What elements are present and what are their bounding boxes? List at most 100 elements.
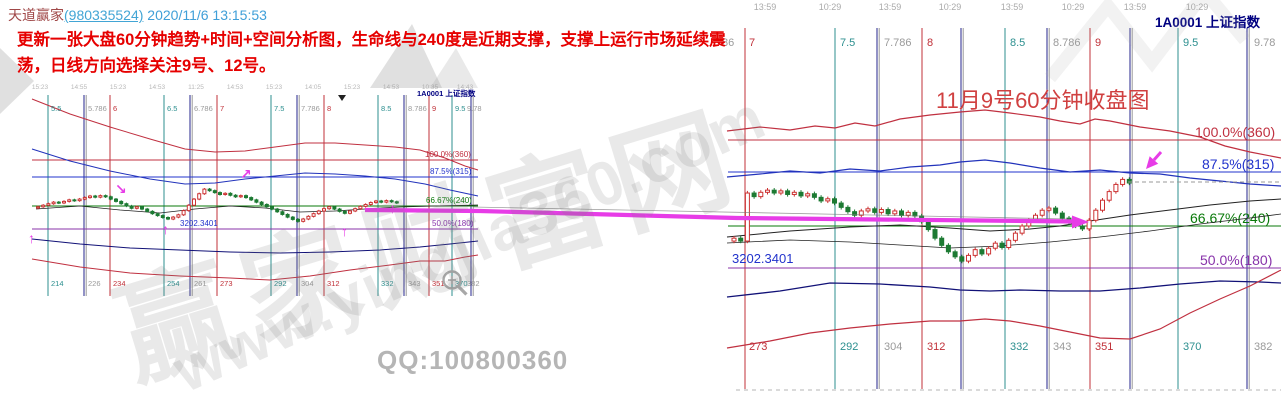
axis-tick-label: 273 (749, 341, 767, 353)
axis-tick-label: 13:59 (1001, 2, 1024, 12)
candle-body (311, 213, 316, 217)
axis-tick-label: 351 (432, 279, 445, 288)
candle-body (145, 208, 150, 212)
magnifier-icon[interactable] (442, 270, 468, 296)
axis-tick-label: 9.5 (1183, 37, 1198, 49)
candle-body (394, 201, 399, 204)
candle-body (150, 210, 155, 215)
candle-body (114, 198, 118, 202)
candle-body (1120, 178, 1126, 185)
candle-body (254, 199, 259, 203)
candle-body (280, 211, 285, 215)
axis-tick-label: 8 (327, 104, 331, 113)
candle-body (1039, 209, 1045, 216)
axis-tick-label: 304 (301, 279, 314, 288)
candle-body (1093, 209, 1099, 221)
candle-body (337, 208, 342, 212)
candle-body (358, 205, 363, 210)
candle-body (972, 249, 978, 256)
right-chart-symbol-label: 1A0001 上证指数 (1155, 15, 1261, 30)
axis-tick-label: 7 (749, 37, 755, 49)
candle-body (798, 191, 804, 197)
candle-body (932, 229, 938, 239)
fib-level-label: 87.5%(315) (1202, 156, 1274, 172)
author-name: 天道赢家 (8, 7, 64, 23)
axis-tick-label: 9.5 (455, 104, 465, 113)
candle-body (1026, 219, 1032, 227)
axis-tick-label: 312 (327, 279, 340, 288)
candle-body (384, 200, 389, 203)
candle-body (160, 215, 165, 218)
candle-body (858, 210, 864, 216)
candle-body (1033, 214, 1038, 221)
candle-body (1100, 199, 1105, 211)
candle-body (999, 242, 1005, 248)
axis-tick-label: 6 (113, 104, 117, 113)
candle-body (244, 195, 248, 199)
candle-body (88, 195, 92, 199)
candle-body (758, 191, 764, 198)
candle-body (316, 210, 321, 215)
fib-level-label: 66.67%(240) (426, 196, 472, 205)
axis-tick-label: 226 (88, 279, 101, 288)
candle-body (249, 197, 254, 201)
candle-body (966, 254, 971, 262)
candle-body (197, 193, 202, 200)
candle-body (77, 198, 82, 202)
candle-body (192, 198, 196, 206)
message-line-1: 更新一张大盘60分钟趋势+时间+空间分析图，生命线与240度是近期支撑，支撑上运… (17, 31, 726, 49)
candle-body (1046, 207, 1052, 211)
candle-body (353, 208, 358, 212)
axis-tick-label: 332 (381, 279, 394, 288)
candle-body (865, 208, 871, 212)
axis-tick-label: 312 (927, 341, 945, 353)
axis-tick-label: 15:23 (110, 84, 127, 91)
candle-body (181, 210, 186, 216)
candle-body (778, 190, 784, 194)
indicator-band (726, 213, 1281, 249)
candle-body (1073, 221, 1079, 227)
magenta-arrow-glyph: ↑ (389, 200, 396, 216)
candle-body (1066, 217, 1072, 223)
indicator-band (31, 238, 479, 254)
candle-body (342, 210, 347, 214)
candle-body (41, 204, 46, 208)
axis-tick-label: 261 (194, 279, 207, 288)
candle-body (124, 203, 129, 207)
candle-body (892, 210, 898, 215)
author-qq-link[interactable]: (980335524) (64, 7, 144, 23)
candle-body (363, 203, 368, 207)
axis-tick-label: 343 (1053, 341, 1071, 353)
axis-tick-label: 10:29 (1186, 2, 1209, 12)
candle-body (1012, 232, 1018, 241)
axis-tick-label: 234 (113, 279, 126, 288)
magenta-arrow-glyph: ↗ (240, 166, 252, 182)
candle-body (228, 192, 233, 196)
candle-body (785, 190, 791, 195)
candle-body (186, 204, 191, 212)
axis-tick-label: 292 (274, 279, 287, 288)
candle-body (1106, 191, 1112, 201)
axis-tick-label: 8 (927, 37, 933, 49)
axis-tick-label: 292 (840, 341, 858, 353)
candle-body (925, 221, 931, 231)
axis-tick-label: 7 (220, 104, 224, 113)
axis-tick-label: 14:53 (149, 84, 166, 91)
axis-tick-label: 8.786 (408, 104, 427, 113)
axis-tick-label: 9 (432, 104, 436, 113)
candle-body (348, 210, 352, 214)
candle-body (1053, 207, 1059, 214)
candle-body (1086, 219, 1092, 230)
candle-body (202, 188, 207, 195)
axis-tick-label: 7.5 (274, 104, 284, 113)
axis-tick-label: 9 (1095, 37, 1101, 49)
candle-body (176, 214, 181, 218)
axis-tick-label: 254 (167, 279, 180, 288)
axis-tick-label: 7.5 (840, 37, 855, 49)
axis-tick-label: 10:35 (422, 84, 439, 91)
axis-tick-label: 6.786 (194, 104, 213, 113)
axis-tick-label: 10:29 (819, 2, 842, 12)
axis-tick-label: 14:53 (227, 84, 244, 91)
candle-body (166, 217, 170, 220)
candle-body (46, 203, 51, 206)
